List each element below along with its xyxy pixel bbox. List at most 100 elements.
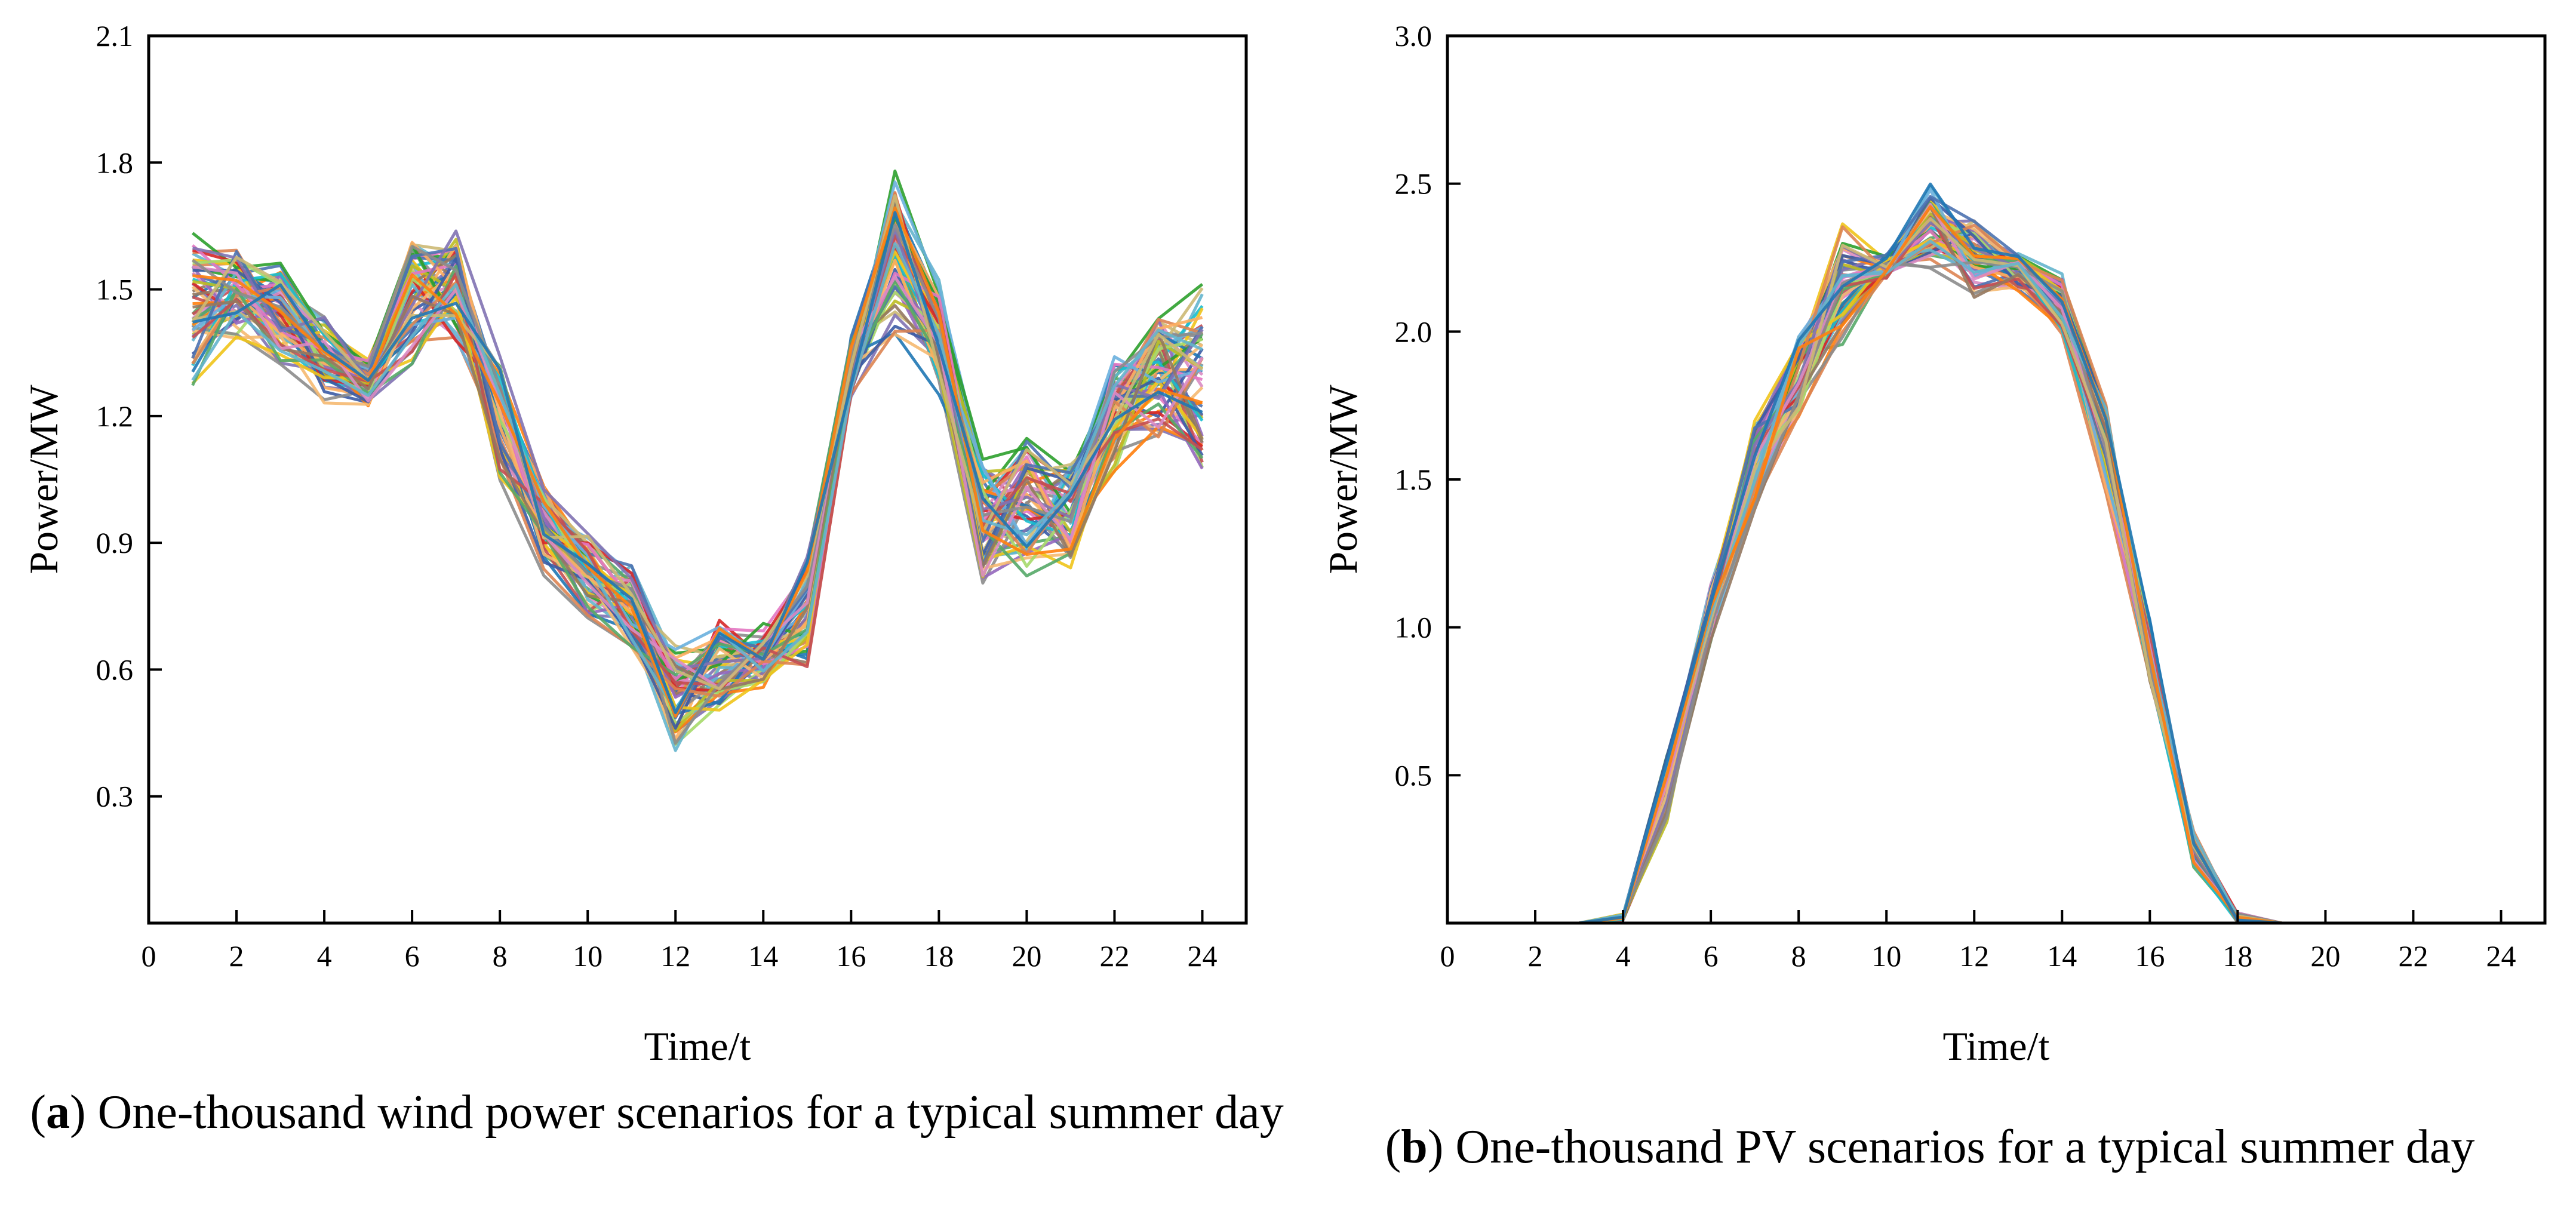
x-tick-label: 2	[1528, 939, 1543, 973]
x-tick-label: 4	[1616, 939, 1631, 973]
scenario-line	[191, 232, 1203, 660]
scenario-line	[192, 170, 1204, 659]
scenario-line	[1491, 229, 2501, 925]
scenario-line	[192, 202, 1203, 690]
x-tick-label: 12	[660, 939, 690, 973]
scenario-line	[1491, 213, 2501, 925]
scenario-line	[192, 212, 1204, 689]
x-tick-label: 18	[924, 939, 954, 973]
panel-a-plot-frame	[147, 34, 1248, 925]
panel-a-caption-letter: a	[45, 1086, 70, 1139]
y-tick-label: 2.0	[1395, 315, 1433, 348]
panel-b-x-axis-title: Time/t	[1943, 1023, 2050, 1069]
scenario-line	[192, 223, 1203, 745]
scenario-line	[1491, 242, 2501, 925]
y-tick-label: 1.0	[1395, 611, 1433, 644]
scenario-line	[1491, 216, 2501, 925]
y-tick-label: 0.6	[96, 653, 134, 686]
scenario-line	[1491, 205, 2501, 925]
x-tick-label: 0	[142, 939, 156, 973]
scenario-line	[192, 265, 1204, 690]
scenario-line	[1491, 238, 2501, 925]
panel-a-caption: (a) One-thousand wind power scenarios fo…	[30, 1086, 1284, 1139]
x-tick-label: 8	[493, 939, 508, 973]
x-tick-label: 0	[1440, 939, 1455, 973]
scenario-line	[1491, 198, 2501, 925]
scenario-line	[1491, 233, 2501, 925]
scenario-line	[191, 265, 1204, 676]
scenario-line	[192, 180, 1203, 681]
scenario-line	[1491, 182, 2501, 925]
x-tick-label: 24	[1187, 939, 1217, 973]
scenario-line	[1491, 223, 2501, 925]
panel-b-x-ticks: 0 2 4 6 8 10 12 14 16 18 20 22 24	[1440, 910, 2516, 973]
y-tick-label: 0.3	[96, 780, 134, 813]
scenario-line	[191, 244, 1203, 681]
scenario-line	[1491, 236, 2501, 925]
scenario-line	[192, 229, 1204, 669]
scenario-line	[1491, 245, 2501, 925]
x-tick-label: 4	[317, 939, 332, 973]
scenario-line	[1491, 215, 2501, 925]
y-tick-label: 0.9	[96, 526, 134, 559]
panel-b-scenario-lines	[1491, 182, 2501, 925]
scenario-line	[1491, 212, 2501, 925]
x-tick-label: 14	[748, 939, 778, 973]
scenario-line	[1491, 248, 2501, 925]
scenario-line	[1491, 205, 2501, 925]
scenario-line	[191, 241, 1203, 663]
scenario-line	[192, 199, 1204, 691]
scenario-line	[1491, 196, 2501, 925]
x-tick-label: 14	[2047, 939, 2077, 973]
panel-a-scenario-lines	[191, 170, 1204, 752]
scenario-line	[191, 208, 1203, 711]
scenario-line	[1491, 239, 2501, 925]
scenario-line	[1491, 217, 2501, 925]
y-tick-label: 2.1	[96, 19, 134, 53]
scenario-line	[1491, 208, 2501, 925]
scenario-line	[1491, 244, 2501, 925]
panel-b-y-ticks: 0.5 1.0 1.5 2.0 2.5 3.0	[1395, 19, 1461, 792]
y-tick-label: 1.5	[96, 273, 134, 306]
scenario-line	[1491, 188, 2501, 925]
scenario-line	[191, 216, 1203, 682]
x-tick-label: 20	[1012, 939, 1041, 973]
scenario-line	[1491, 260, 2501, 925]
scenario-line	[1491, 236, 2501, 925]
panel-b-plot-frame	[1446, 34, 2547, 925]
y-tick-label: 2.5	[1395, 167, 1433, 201]
scenario-line	[1491, 229, 2501, 925]
panel-a-x-ticks: 0 2 4 6 8 10 12 14 16 18 20 22 24	[142, 910, 1217, 973]
scenario-line	[1491, 216, 2501, 925]
panel-b-caption-text: ) One-thousand PV scenarios for a typica…	[1427, 1121, 2475, 1173]
scenario-line	[1491, 202, 2501, 925]
panel-a-wind-chart: 0 2 4 6 8 10 12 14 16 18 20 22 24 0.30.60.91.21.51.8…	[21, 19, 1248, 1069]
scenario-line	[1491, 227, 2501, 925]
scenario-line	[191, 194, 1204, 691]
scenario-line	[191, 234, 1203, 686]
x-tick-label: 22	[1099, 939, 1129, 973]
panel-a-caption-text: ) One-thousand wind power scenarios for …	[69, 1086, 1284, 1139]
panel-a-x-axis-title: Time/t	[644, 1023, 751, 1069]
x-tick-label: 20	[2310, 939, 2340, 973]
x-tick-label: 16	[836, 939, 866, 973]
panel-b-caption-letter: b	[1401, 1121, 1428, 1173]
panel-b-pv-chart: 0 2 4 6 8 10 12 14 16 18 20 22 24 0.51.01.52.02.53.0…	[1320, 19, 2547, 1069]
x-tick-label: 6	[1704, 939, 1719, 973]
scenario-line	[1491, 212, 2501, 925]
scenario-line	[1491, 223, 2501, 925]
scenario-line	[191, 269, 1204, 688]
x-tick-label: 6	[405, 939, 420, 973]
scenario-line	[1491, 230, 2501, 925]
scenario-line	[1491, 229, 2501, 925]
y-tick-label: 3.0	[1395, 19, 1433, 53]
x-tick-label: 10	[1871, 939, 1901, 973]
scenario-line	[1491, 229, 2501, 925]
scenario-line	[1491, 239, 2501, 925]
scenario-line	[1491, 239, 2501, 925]
panel-a-y-ticks: 0.3 0.6 0.9 1.2 1.5 1.8 2.1	[96, 19, 162, 813]
scenario-line	[1491, 216, 2501, 925]
y-tick-label: 1.2	[96, 399, 134, 433]
scenario-line	[1491, 213, 2501, 925]
